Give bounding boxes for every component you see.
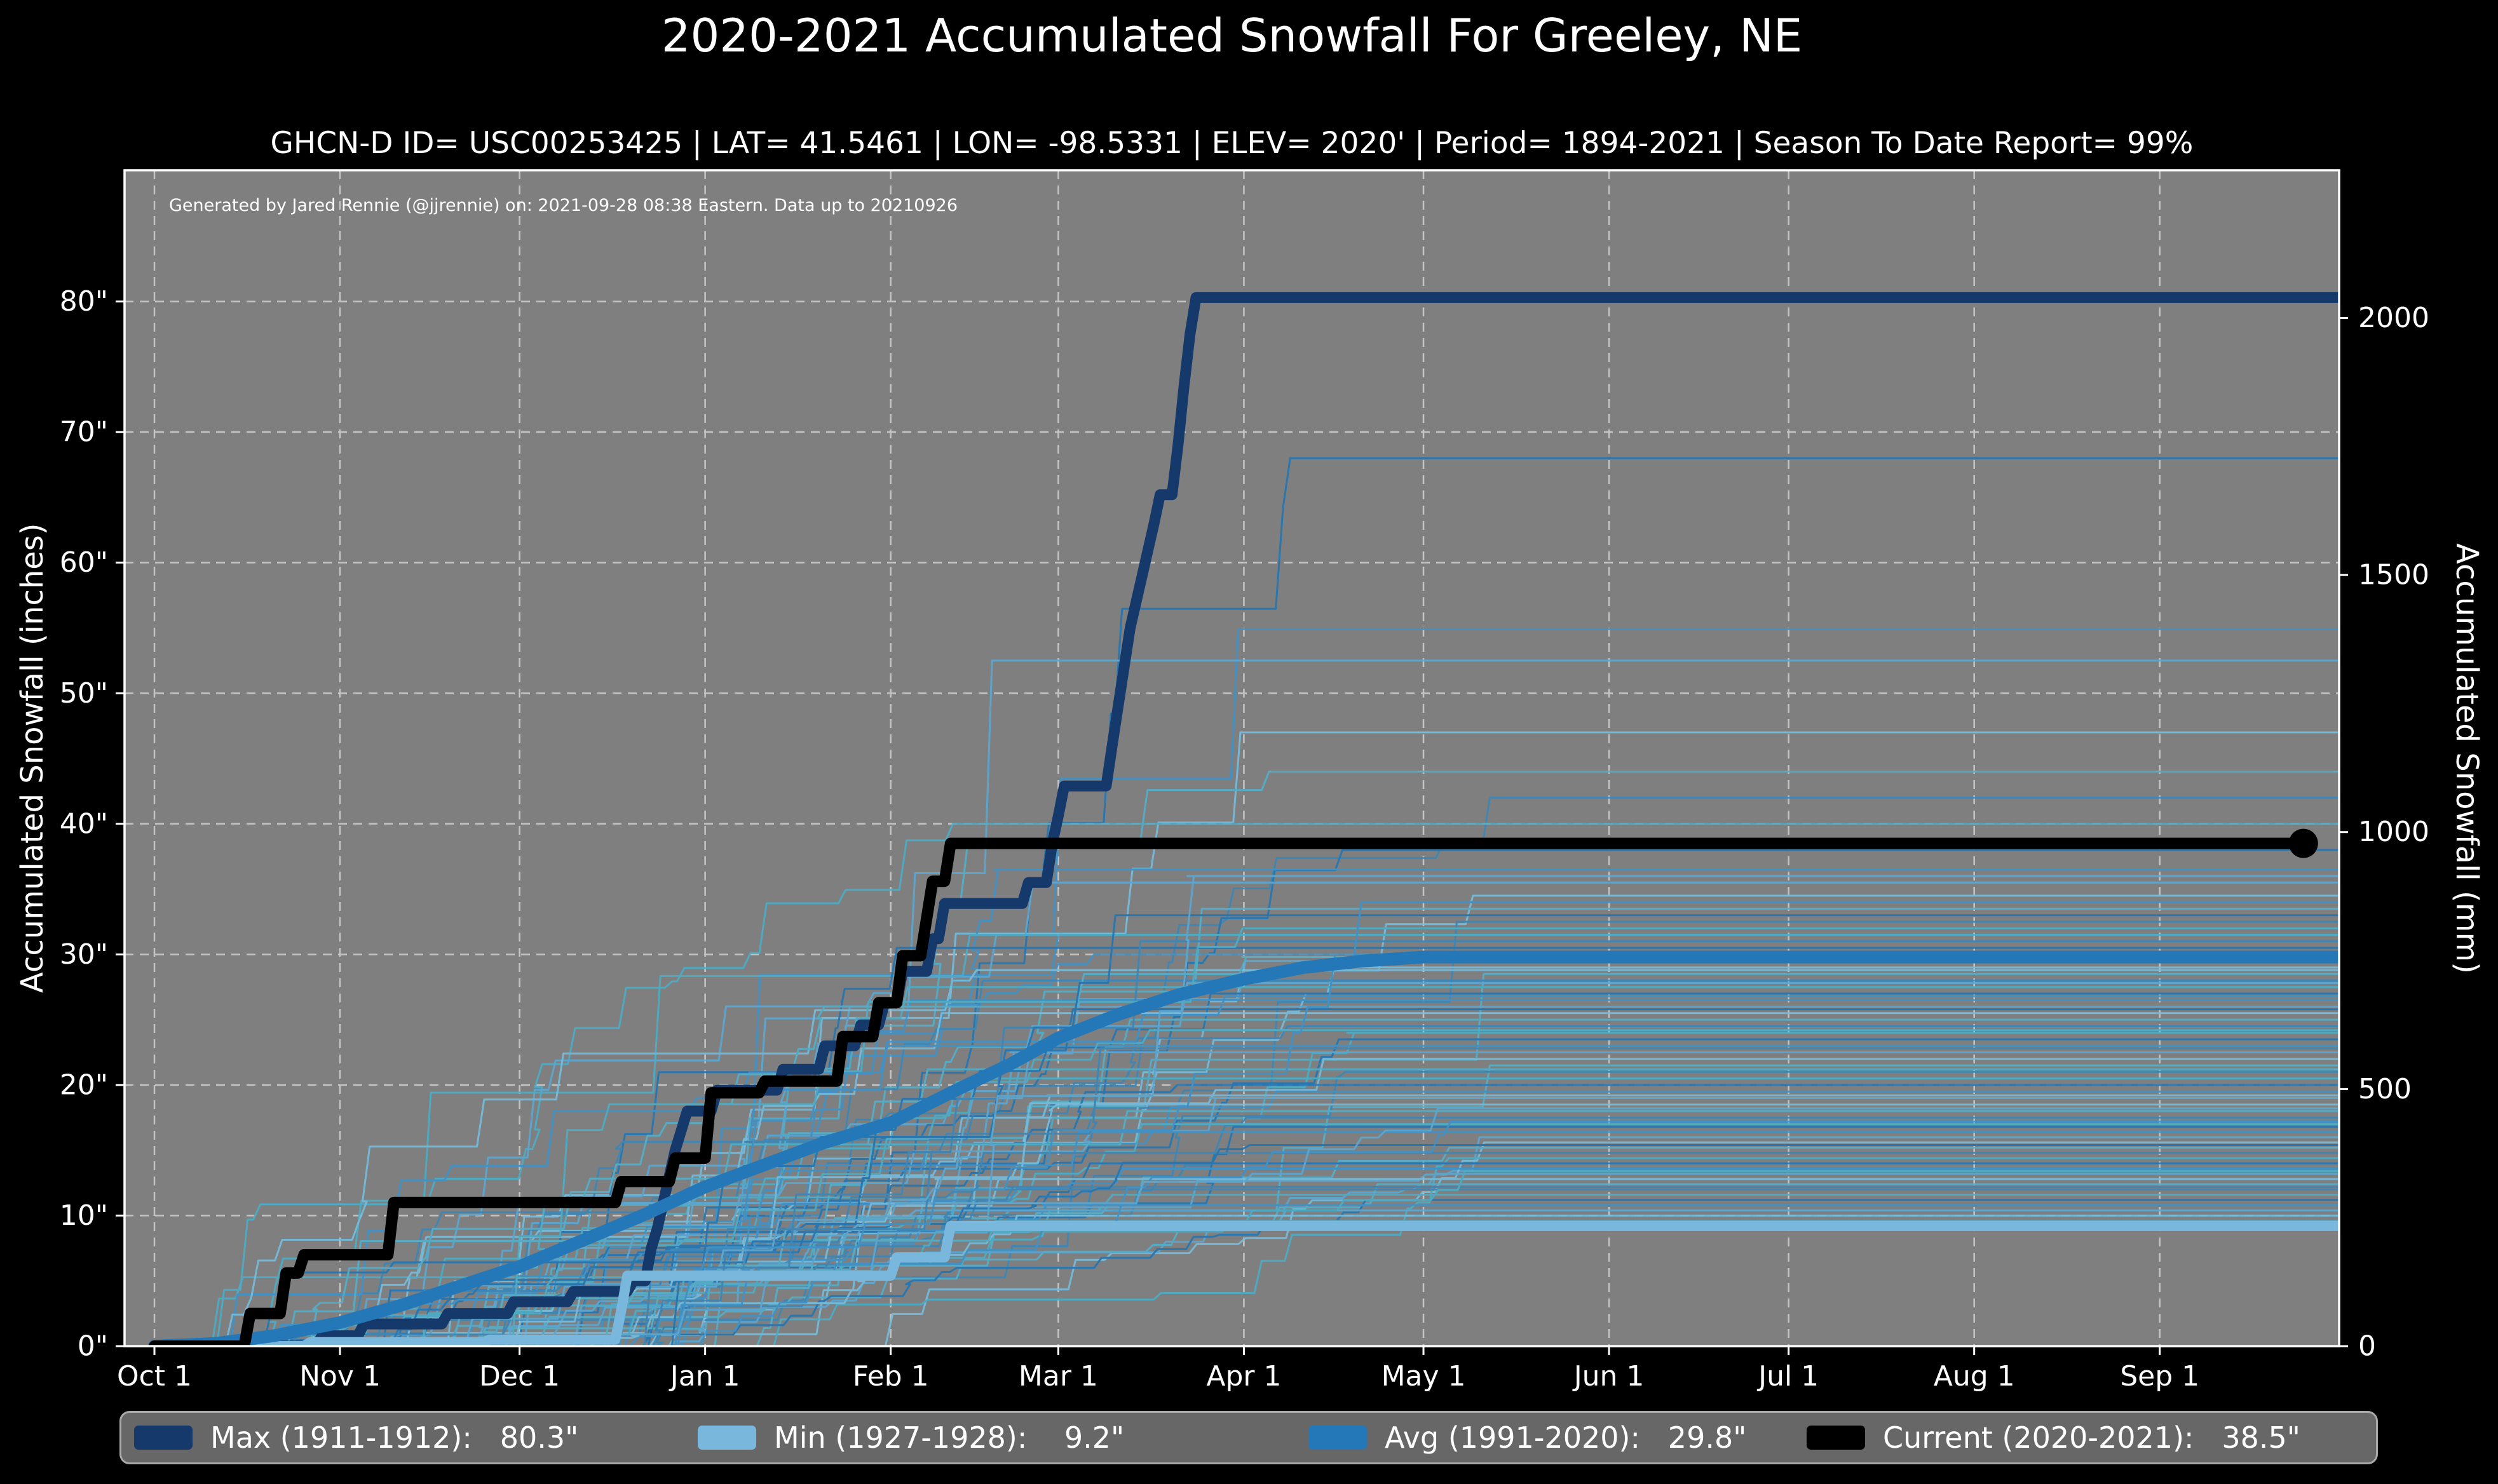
legend-item-max: Max (1911-1912): 80.3": [134, 1413, 578, 1462]
page-title: 2020-2021 Accumulated Snowfall For Greel…: [661, 9, 1803, 62]
current-endpoint-dot: [2288, 828, 2318, 858]
legend-label-current: Current (2020-2021): 38.5": [1883, 1420, 2300, 1455]
x-tick-label: Oct 1: [117, 1360, 192, 1393]
max-line-swatch: [134, 1426, 193, 1450]
x-tick-label: May 1: [1381, 1360, 1466, 1393]
main-series: [148, 292, 2339, 1346]
x-tick-label: Dec 1: [479, 1360, 560, 1393]
y-tick-label-mm: 2000: [2358, 302, 2429, 334]
y-tick-label-mm: 0: [2358, 1330, 2376, 1363]
tick-marks: [116, 300, 2348, 1355]
y-tick-label-inches: 10": [60, 1199, 108, 1232]
y-tick-label-inches: 30": [60, 938, 108, 971]
y-tick-label-inches: 70": [60, 416, 108, 449]
x-tick-label: Jul 1: [1756, 1360, 1819, 1393]
legend-item-min: Min (1927-1928): 9.2": [698, 1413, 1124, 1462]
y-tick-label-inches: 20": [60, 1069, 108, 1101]
tick-labels: Oct 1 Nov 1 Dec 1 Jan 1 Feb 1 Mar 1 Apr 1 May 1…: [60, 285, 2429, 1393]
x-tick-label: Feb 1: [853, 1360, 929, 1393]
legend: Max (1911-1912): 80.3" Min (1927-1928): …: [119, 1411, 2378, 1464]
min-line-swatch: [698, 1426, 756, 1450]
y-tick-label-mm: 500: [2358, 1073, 2412, 1105]
station-metadata-subtitle: GHCN-D ID= USC00253425 | LAT= 41.5461 | …: [270, 126, 2194, 161]
legend-label-min: Min (1927-1928): 9.2": [774, 1420, 1125, 1455]
series-line-current: [149, 837, 2309, 1346]
legend-item-current: Current (2020-2021): 38.5": [1807, 1413, 2300, 1462]
generated-by-annotation: Generated by Jared Rennie (@jjrennie) on…: [169, 196, 958, 215]
legend-label-avg: Avg (1991-2020): 29.8": [1385, 1420, 1747, 1455]
y-tick-label-inches: 60": [60, 546, 108, 579]
y-tick-label-inches: 80": [60, 285, 108, 318]
current-line-swatch: [1807, 1426, 1865, 1450]
x-tick-label: Jun 1: [1572, 1360, 1645, 1393]
y-axis-label-inches: Accumulated Snowfall (inches): [15, 523, 50, 994]
y-tick-label-inches: 50": [60, 677, 108, 710]
series-line-max: [149, 292, 2339, 1346]
x-tick-label: Jan 1: [669, 1360, 740, 1393]
legend-label-max: Max (1911-1912): 80.3": [210, 1420, 579, 1455]
plot-spines: [123, 169, 2340, 1347]
historical-year-lines: [154, 457, 2339, 1346]
avg-line-swatch: [1308, 1426, 1367, 1450]
y-tick-label-inches: 0": [78, 1330, 108, 1363]
y-axis-label-mm: Accumulated Snowfall (mm): [2449, 543, 2485, 974]
x-tick-label: Mar 1: [1019, 1360, 1098, 1393]
y-tick-label-inches: 40": [60, 807, 108, 840]
x-tick-label: Apr 1: [1206, 1360, 1281, 1393]
series-line-min: [149, 1220, 2339, 1346]
y-tick-label-mm: 1000: [2358, 816, 2429, 848]
legend-item-avg: Avg (1991-2020): 29.8": [1308, 1413, 1746, 1462]
y-tick-label-mm: 1500: [2358, 559, 2429, 591]
x-tick-label: Aug 1: [1934, 1360, 2015, 1393]
series-line-avg: [148, 950, 2339, 1346]
x-tick-label: Sep 1: [2120, 1360, 2199, 1393]
x-tick-label: Nov 1: [299, 1360, 381, 1393]
